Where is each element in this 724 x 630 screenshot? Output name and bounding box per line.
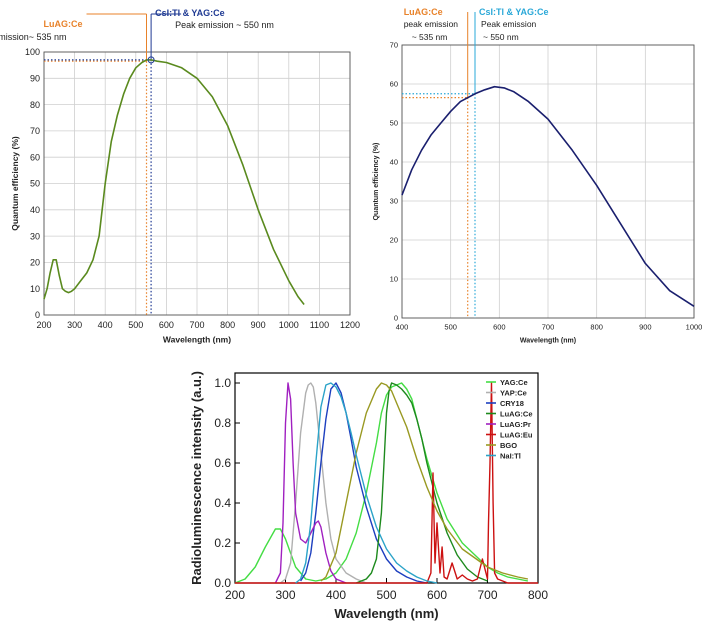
plot-frame (401, 44, 695, 319)
annotation-text: ~ 550 nm (483, 32, 519, 42)
series-line (43, 59, 305, 305)
series-line-yag-ce (234, 382, 529, 584)
y-tick-label: 70 (30, 126, 40, 136)
x-tick-label: 1200 (340, 320, 360, 330)
annotation-text: ~ 535 nm (412, 32, 448, 42)
y-tick-label: 1.0 (214, 376, 231, 390)
x-tick-label: 800 (528, 588, 548, 602)
annotation-text: Peak emission~ 535 nm (0, 32, 67, 42)
y-tick-label: 90 (30, 73, 40, 83)
x-tick-label: 600 (159, 320, 174, 330)
series-line-luag-ce (355, 382, 488, 584)
y-tick-label: 30 (390, 197, 398, 206)
x-tick-label: 400 (98, 320, 113, 330)
y-tick-label: 70 (390, 41, 398, 50)
y-tick-label: 0.0 (214, 576, 231, 590)
y-tick-label: 50 (30, 179, 40, 189)
legend-label: BGO (500, 441, 517, 450)
annotation-title: LuAG:Ce (404, 7, 443, 17)
y-tick-label: 0 (35, 310, 40, 320)
annotation-text: Peak emission ~ 550 nm (175, 20, 274, 30)
x-tick-label: 500 (444, 323, 457, 332)
annotation-title: CsI:Tl & YAG:Ce (155, 8, 225, 18)
annotation-title: LuAG:Ce (44, 19, 83, 29)
y-axis-label: Quantum efficiency (%) (10, 136, 20, 231)
series-line-luag-eu (235, 382, 538, 584)
legend-label: LuAG:Pr (500, 420, 531, 429)
y-tick-label: 60 (390, 80, 398, 89)
y-tick-label: 30 (30, 231, 40, 241)
x-tick-label: 500 (128, 320, 143, 330)
x-axis-label: Wavelength (nm) (520, 338, 576, 345)
annotation-title: CsI:Tl & YAG:Ce (479, 7, 549, 17)
legend-label: YAG:Ce (500, 378, 528, 387)
x-axis-label: Wavelength (nm) (334, 606, 438, 621)
x-tick-label: 200 (225, 588, 245, 602)
x-tick-label: 400 (326, 588, 346, 602)
x-axis-label: Wavelength (nm) (163, 335, 231, 345)
x-tick-label: 800 (590, 323, 603, 332)
x-tick-label: 600 (493, 323, 506, 332)
y-tick-label: 100 (25, 47, 40, 57)
y-tick-label: 20 (30, 258, 40, 268)
legend-label: LuAG:Ce (500, 410, 533, 419)
y-tick-label: 40 (390, 158, 398, 167)
y-tick-label: 10 (390, 275, 398, 284)
annotation-text: Peak emission (481, 19, 537, 29)
y-axis-label: Quantum efficiency (%) (373, 143, 380, 221)
x-tick-label: 500 (376, 588, 396, 602)
x-tick-label: 300 (275, 588, 295, 602)
y-tick-label: 40 (30, 205, 40, 215)
legend-label: NaI:Tl (500, 452, 521, 461)
y-tick-label: 0.8 (214, 416, 231, 430)
x-tick-label: 1000 (279, 320, 299, 330)
y-tick-label: 0.6 (214, 456, 231, 470)
y-tick-label: 0 (394, 314, 398, 323)
y-tick-label: 80 (30, 100, 40, 110)
x-tick-label: 900 (251, 320, 266, 330)
y-tick-label: 60 (30, 152, 40, 162)
chart-1: 200 300 400 500 600 700 800 900 1000 1100 1200 0 10 2… (0, 8, 360, 345)
x-tick-label: 800 (220, 320, 235, 330)
annotation-text: peak emission (404, 19, 459, 29)
y-tick-label: 50 (390, 119, 398, 128)
x-tick-label: 400 (396, 323, 409, 332)
x-tick-label: 600 (427, 588, 447, 602)
legend-label: YAP:Ce (500, 389, 527, 398)
series-line-bgo (320, 382, 529, 582)
plot-frame (43, 51, 351, 316)
series-line-luag-pr (274, 382, 347, 584)
y-tick-label: 20 (390, 236, 398, 245)
y-tick-label: 0.2 (214, 536, 231, 550)
legend-label: CRY18 (500, 399, 524, 408)
series-line (401, 85, 695, 307)
x-tick-label: 700 (477, 588, 497, 602)
chart-3: 200 300 400 500 600 700 800 0.0 0.2 0.4 0.6 0.8 1.0 W… (189, 371, 548, 621)
chart-2: 400 500 600 700 800 900 1000 0 10 20 30 40 50 60 70 Wav… (373, 7, 702, 345)
y-tick-label: 10 (30, 284, 40, 294)
x-tick-label: 200 (36, 320, 51, 330)
y-tick-label: 0.4 (214, 496, 231, 510)
x-tick-label: 700 (189, 320, 204, 330)
y-axis-label: Radioluminescence intensity (a.u.) (189, 371, 204, 585)
legend-label: LuAG:Eu (500, 431, 533, 440)
series-line-nai-tl (295, 382, 438, 584)
series-line-yap-ce (279, 382, 367, 584)
x-tick-label: 700 (542, 323, 555, 332)
peak-marker (147, 56, 155, 64)
x-tick-label: 300 (67, 320, 82, 330)
x-tick-label: 900 (639, 323, 652, 332)
x-tick-label: 1000 (686, 323, 703, 332)
x-tick-label: 1100 (310, 320, 329, 330)
